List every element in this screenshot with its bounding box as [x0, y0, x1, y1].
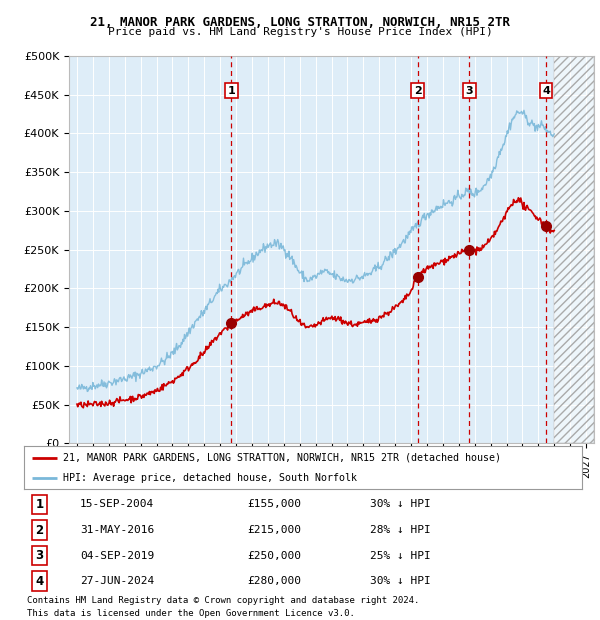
- Text: £215,000: £215,000: [247, 525, 301, 535]
- Text: 21, MANOR PARK GARDENS, LONG STRATTON, NORWICH, NR15 2TR (detached house): 21, MANOR PARK GARDENS, LONG STRATTON, N…: [63, 453, 501, 463]
- Bar: [554, 56, 594, 443]
- Text: 2: 2: [35, 523, 44, 536]
- Text: 2: 2: [413, 86, 421, 95]
- Text: £250,000: £250,000: [247, 551, 301, 560]
- Text: 27-JUN-2024: 27-JUN-2024: [80, 576, 154, 586]
- Text: 31-MAY-2016: 31-MAY-2016: [80, 525, 154, 535]
- Text: 30% ↓ HPI: 30% ↓ HPI: [370, 576, 431, 586]
- Text: £155,000: £155,000: [247, 500, 301, 510]
- Text: 1: 1: [35, 498, 44, 511]
- Text: 1: 1: [227, 86, 235, 95]
- Text: 28% ↓ HPI: 28% ↓ HPI: [370, 525, 431, 535]
- Text: Price paid vs. HM Land Registry's House Price Index (HPI): Price paid vs. HM Land Registry's House …: [107, 27, 493, 37]
- Text: 04-SEP-2019: 04-SEP-2019: [80, 551, 154, 560]
- Text: 30% ↓ HPI: 30% ↓ HPI: [370, 500, 431, 510]
- Text: £280,000: £280,000: [247, 576, 301, 586]
- Text: Contains HM Land Registry data © Crown copyright and database right 2024.: Contains HM Land Registry data © Crown c…: [27, 596, 419, 605]
- Text: 21, MANOR PARK GARDENS, LONG STRATTON, NORWICH, NR15 2TR: 21, MANOR PARK GARDENS, LONG STRATTON, N…: [90, 16, 510, 29]
- Text: 4: 4: [542, 86, 550, 95]
- Text: 3: 3: [466, 86, 473, 95]
- Bar: [554, 56, 594, 443]
- Text: 15-SEP-2004: 15-SEP-2004: [80, 500, 154, 510]
- Text: 3: 3: [35, 549, 44, 562]
- Text: HPI: Average price, detached house, South Norfolk: HPI: Average price, detached house, Sout…: [63, 473, 357, 483]
- Text: This data is licensed under the Open Government Licence v3.0.: This data is licensed under the Open Gov…: [27, 609, 355, 619]
- Text: 25% ↓ HPI: 25% ↓ HPI: [370, 551, 431, 560]
- Text: 4: 4: [35, 575, 44, 588]
